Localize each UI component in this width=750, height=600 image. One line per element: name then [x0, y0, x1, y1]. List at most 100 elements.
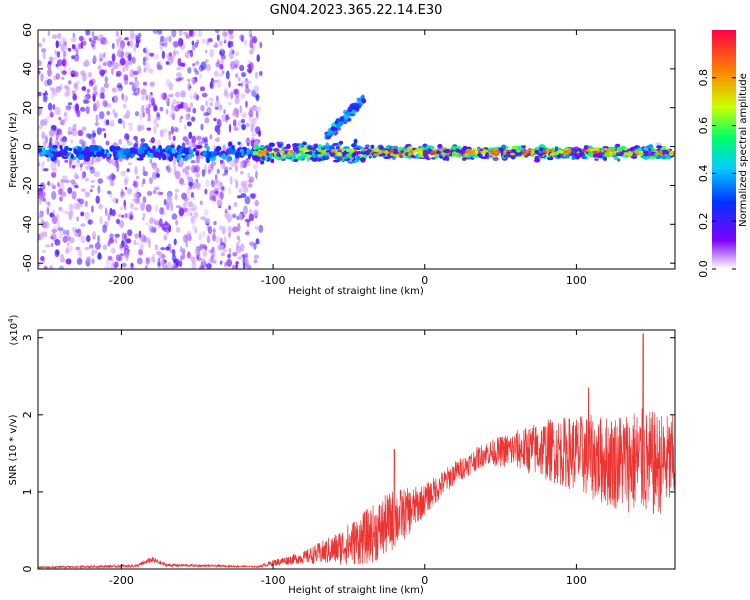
heatmap-cell: [190, 164, 197, 174]
heatmap-cell: [50, 110, 53, 117]
heatmap-cell: [231, 112, 236, 116]
heatmap-cell: [211, 178, 214, 185]
heatmap-cell: [247, 183, 253, 188]
heatmap-cell: [190, 216, 195, 223]
heatmap-cell: [86, 151, 94, 158]
heatmap-cell: [196, 182, 200, 186]
heatmap-cell: [188, 141, 193, 148]
heatmap-cell: [166, 164, 171, 174]
heatmap-cell: [134, 111, 140, 117]
heatmap-cell: [593, 150, 599, 155]
heatmap-cell: [156, 123, 160, 128]
heatmap-cell: [137, 149, 143, 155]
heatmap-cell: [254, 199, 259, 207]
heatmap-cell: [268, 142, 275, 147]
heatmap-cell: [340, 116, 344, 121]
heatmap-cell: [482, 149, 489, 153]
heatmap-cell: [166, 196, 173, 206]
heatmap-cell: [210, 164, 214, 169]
heatmap-cell: [252, 104, 257, 111]
heatmap-cell: [171, 265, 175, 269]
heatmap-cell: [255, 238, 260, 245]
heatmap-cell: [179, 177, 184, 185]
heatmap-cell: [222, 173, 226, 177]
heatmap-cell: [237, 256, 243, 260]
heatmap-cell: [86, 88, 91, 94]
heatmap-cell: [107, 159, 113, 164]
heatmap-cell: [130, 262, 134, 267]
heatmap-cell: [160, 247, 166, 251]
heatmap-cell: [407, 146, 413, 152]
heatmap-cell: [223, 236, 227, 245]
heatmap-cell: [185, 113, 191, 121]
heatmap-cell: [85, 178, 89, 182]
heatmap-cell: [92, 95, 95, 101]
heatmap-cell: [216, 128, 221, 136]
heatmap-cell: [77, 249, 82, 259]
heatmap-cell: [168, 82, 174, 91]
heatmap-cell: [139, 112, 143, 121]
heatmap-cell: [52, 209, 56, 215]
heatmap-cell: [302, 141, 306, 146]
heatmap-cell: [215, 30, 220, 34]
heatmap-cell: [97, 234, 100, 244]
heatmap-cell: [232, 252, 238, 257]
heatmap-cell: [180, 115, 184, 120]
heatmap-cell: [41, 131, 46, 140]
heatmap-cell: [89, 189, 93, 193]
heatmap-cell: [52, 57, 58, 60]
heatmap-cell: [133, 239, 137, 246]
heatmap-cell: [173, 262, 177, 267]
heatmap-cell: [518, 151, 525, 155]
heatmap-cell: [185, 34, 191, 39]
heatmap-cell: [106, 110, 110, 116]
heatmap-cell: [538, 147, 544, 151]
heatmap-cell: [144, 264, 148, 269]
heatmap-cell: [186, 186, 191, 196]
heatmap-cell: [200, 104, 205, 112]
heatmap-cell: [219, 50, 222, 56]
heatmap-cell: [325, 149, 332, 153]
heatmap-cell: [156, 64, 163, 71]
heatmap-cell: [111, 87, 117, 93]
heatmap-cell: [188, 131, 193, 140]
heatmap-cell: [171, 102, 175, 111]
heatmap-cell: [59, 133, 63, 141]
heatmap-cell: [113, 146, 118, 151]
heatmap-cell: [56, 128, 63, 136]
heatmap-cell: [104, 207, 108, 217]
heatmap-cell: [91, 205, 94, 213]
heatmap-cell: [112, 108, 116, 115]
heatmap-cell: [334, 120, 338, 125]
heatmap-cell: [198, 232, 202, 241]
heatmap-cell: [202, 250, 208, 258]
heatmap-cell: [52, 104, 56, 110]
heatmap-cell: [72, 32, 76, 38]
heatmap-cell: [539, 152, 546, 156]
heatmap-cell: [270, 158, 275, 163]
heatmap-cell: [75, 48, 79, 57]
heatmap-cell: [503, 149, 508, 153]
heatmap-cell: [63, 50, 67, 57]
heatmap-cell: [152, 253, 155, 261]
heatmap-cell: [209, 48, 214, 58]
y-tick-label: 3: [21, 334, 34, 341]
heatmap-cell: [73, 54, 80, 62]
heatmap-cell: [523, 151, 528, 156]
heatmap-cell: [60, 43, 65, 53]
heatmap-cell: [254, 144, 260, 150]
heatmap-cell: [378, 153, 386, 157]
heatmap-cell: [330, 148, 334, 153]
heatmap-cell: [176, 50, 179, 55]
heatmap-cell: [247, 64, 252, 69]
heatmap-cell: [322, 156, 327, 161]
heatmap-cell: [219, 191, 224, 200]
heatmap-cell: [103, 82, 109, 89]
heatmap-cell: [45, 94, 48, 98]
heatmap-cell: [170, 108, 175, 117]
heatmap-cell: [54, 91, 58, 97]
heatmap-cell: [131, 33, 137, 38]
heatmap-cell: [554, 151, 560, 156]
